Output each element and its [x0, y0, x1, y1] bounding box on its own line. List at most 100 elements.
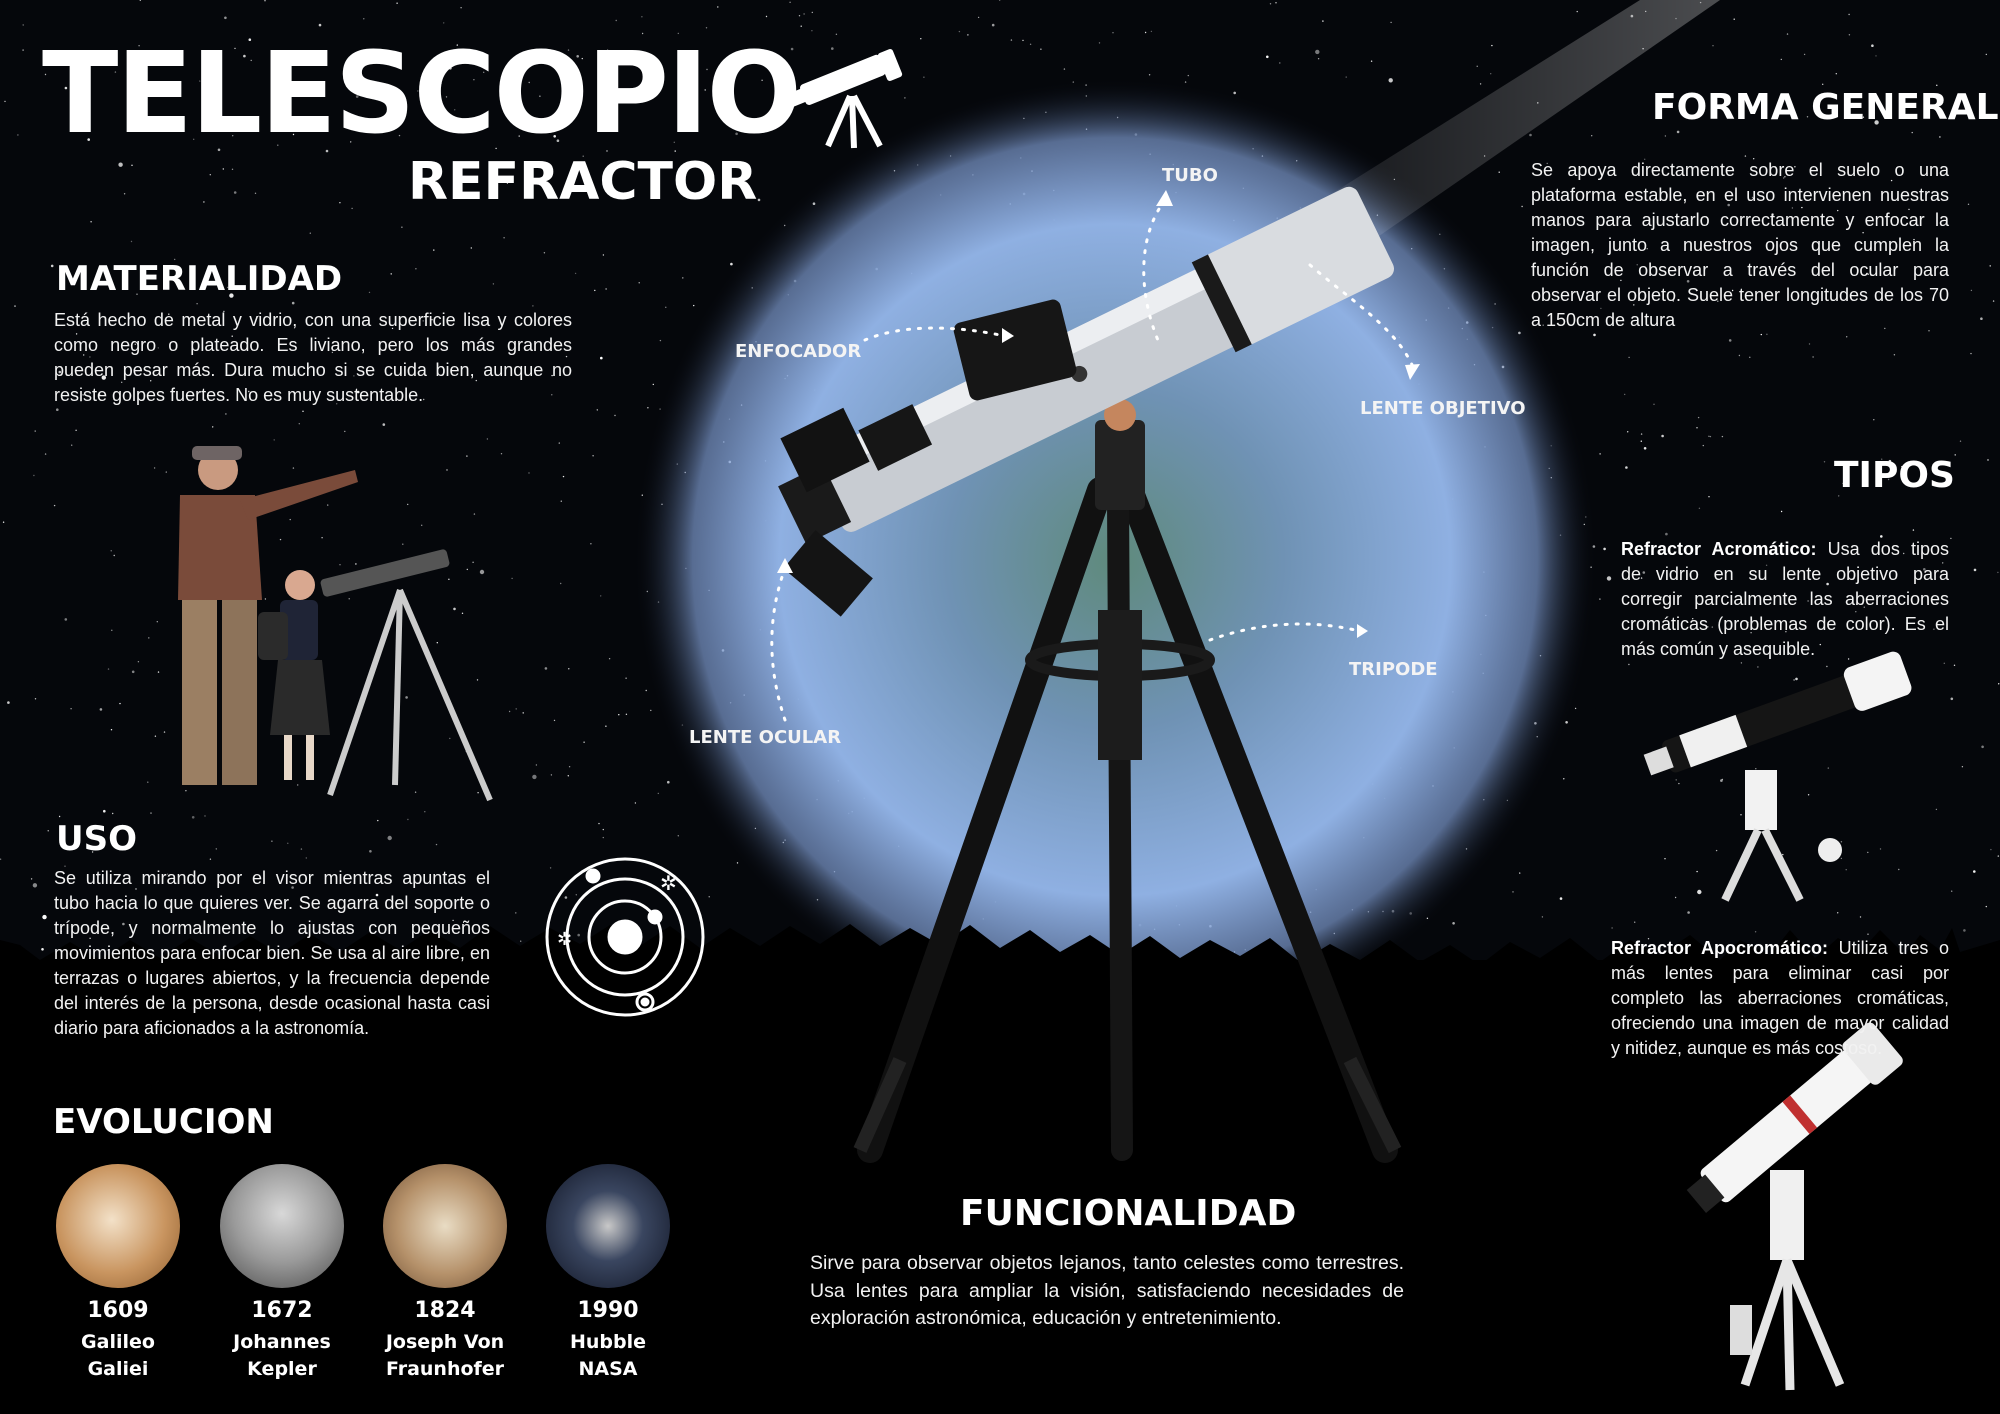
star	[107, 949, 110, 951]
star	[454, 109, 456, 111]
star	[567, 775, 569, 777]
star	[217, 148, 221, 152]
star	[1970, 289, 1973, 292]
observer-illustration	[178, 446, 493, 802]
star	[302, 410, 304, 412]
star	[667, 780, 670, 784]
star	[1665, 532, 1668, 536]
star	[1840, 857, 1843, 860]
star	[532, 774, 537, 780]
apochromatic-refractor-image	[1686, 1022, 1903, 1391]
label-lente-ocular: LENTE OCULAR	[689, 727, 842, 748]
star	[1871, 44, 1874, 47]
star	[87, 138, 90, 141]
star	[1880, 535, 1883, 538]
star	[1606, 576, 1612, 581]
star	[119, 702, 121, 705]
star	[1801, 206, 1803, 209]
star	[289, 110, 291, 113]
star	[291, 886, 294, 889]
star	[14, 305, 16, 307]
star	[831, 47, 834, 50]
star	[1893, 354, 1896, 356]
star	[518, 135, 520, 137]
star	[647, 407, 649, 409]
star	[103, 809, 106, 813]
star	[91, 851, 94, 853]
star	[336, 403, 338, 405]
star	[602, 254, 605, 256]
star	[1563, 778, 1565, 780]
star	[64, 86, 68, 90]
materialidad-heading: MATERIALIDAD	[56, 259, 343, 299]
star	[1973, 870, 1976, 873]
star	[209, 858, 212, 860]
star	[567, 49, 570, 51]
star	[436, 642, 438, 644]
star	[147, 781, 149, 783]
label-enfocador: ENFOCADOR	[735, 341, 862, 362]
star	[553, 135, 556, 138]
star	[185, 790, 187, 792]
star	[64, 865, 66, 867]
star	[1873, 419, 1875, 421]
star	[1709, 435, 1712, 438]
uso-text: Se utiliza mirando por el visor mientras…	[54, 868, 490, 1038]
star	[279, 538, 282, 541]
star	[1600, 307, 1602, 310]
star	[614, 414, 616, 417]
star	[339, 564, 341, 566]
star	[69, 882, 71, 885]
star	[391, 327, 394, 330]
star	[254, 192, 257, 194]
star	[1452, 922, 1455, 925]
star	[89, 937, 91, 939]
star	[1838, 245, 1840, 247]
star	[1633, 304, 1635, 306]
star	[98, 393, 101, 395]
star	[511, 577, 513, 580]
star	[1840, 841, 1843, 843]
star	[508, 710, 511, 713]
star	[549, 131, 551, 133]
star	[34, 698, 37, 700]
star	[396, 2, 398, 4]
star	[1627, 431, 1629, 433]
star	[1636, 264, 1638, 266]
label-lente-objetivo: LENTE OBJETIVO	[1360, 398, 1526, 419]
star	[582, 155, 584, 157]
star	[581, 57, 583, 60]
star	[44, 453, 47, 455]
star	[1903, 552, 1905, 555]
star	[350, 141, 352, 143]
star	[356, 390, 360, 394]
star	[1692, 618, 1694, 620]
star	[422, 320, 424, 322]
star	[369, 850, 372, 853]
star	[1757, 666, 1759, 668]
star	[166, 873, 169, 875]
star	[445, 96, 448, 98]
star	[483, 71, 485, 74]
star	[1875, 55, 1877, 57]
star	[414, 791, 417, 793]
star	[1911, 131, 1913, 134]
star	[1812, 356, 1814, 358]
star	[135, 888, 137, 890]
star	[86, 116, 88, 119]
star	[1959, 440, 1962, 442]
star	[1896, 545, 1898, 548]
star	[196, 303, 198, 305]
star	[355, 563, 357, 565]
timeline-year: 1609	[87, 1298, 149, 1323]
star	[1985, 53, 1988, 56]
star	[605, 725, 607, 727]
star	[506, 182, 509, 184]
star	[150, 812, 152, 814]
star	[1848, 34, 1851, 36]
star	[515, 708, 517, 710]
star	[539, 95, 541, 97]
star	[1112, 32, 1114, 34]
star	[1698, 507, 1701, 509]
star	[44, 73, 47, 76]
